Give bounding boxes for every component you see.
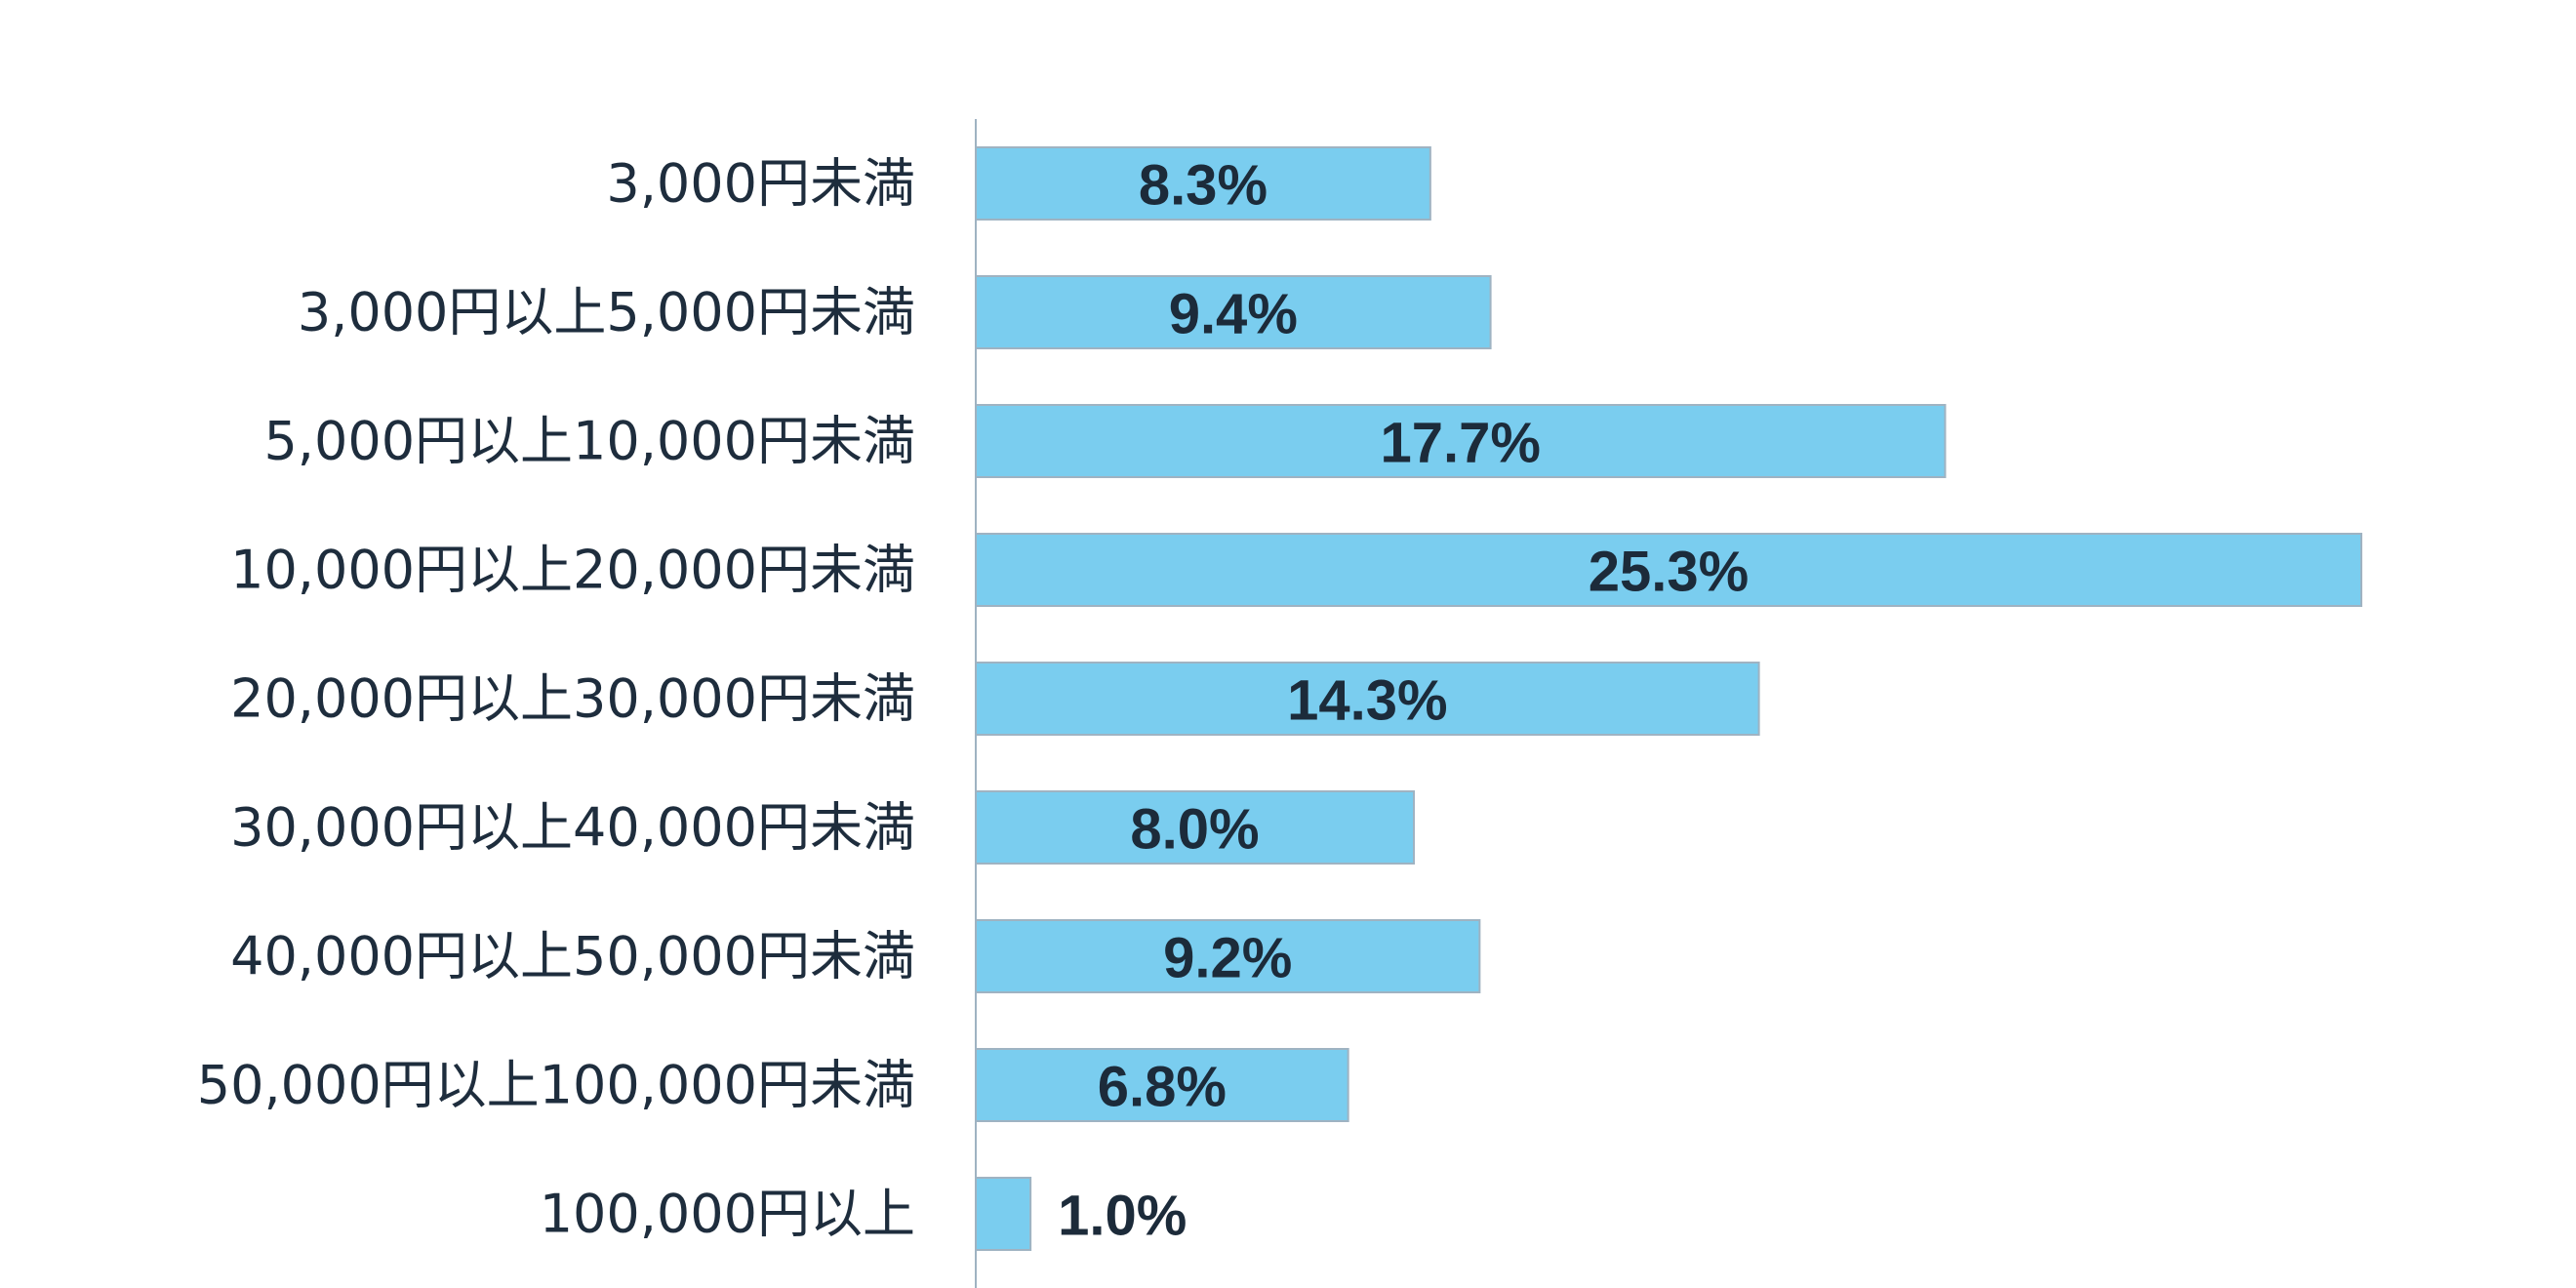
category-label: 3,000円以上5,000円未満	[298, 282, 915, 343]
labels-layer: 3,000円未満 8.3% 3,000円以上5,000円未満 9.4% 5,000円以上…	[197, 153, 1750, 1248]
bars-layer	[975, 146, 2362, 1251]
category-label: 5,000円以上10,000円未満	[263, 411, 915, 472]
category-label: 20,000円以上30,000円未満	[230, 668, 915, 730]
data-label: 8.0%	[1130, 798, 1259, 862]
category-label: 50,000円以上100,000円未満	[197, 1055, 915, 1116]
category-label: 40,000円以上50,000円未満	[230, 926, 915, 987]
category-label: 30,000円以上40,000円未満	[230, 797, 915, 859]
bar	[975, 919, 1481, 993]
data-label: 9.2%	[1163, 927, 1292, 990]
bar	[975, 146, 1431, 221]
bar	[975, 1177, 1032, 1251]
bar	[975, 404, 1947, 478]
data-label: 25.3%	[1589, 541, 1749, 604]
category-label: 100,000円以上	[540, 1184, 915, 1245]
data-label: 6.8%	[1098, 1056, 1227, 1119]
data-label: 17.7%	[1380, 412, 1540, 475]
category-label: 10,000円以上20,000円未満	[230, 540, 915, 601]
bar	[975, 275, 1492, 349]
bar	[975, 662, 1760, 736]
category-label: 3,000円未満	[606, 153, 915, 215]
data-label: 14.3%	[1287, 669, 1447, 733]
bar	[975, 533, 2362, 607]
data-label: 1.0%	[1058, 1185, 1187, 1248]
data-label: 8.3%	[1139, 154, 1268, 218]
data-label: 9.4%	[1169, 283, 1298, 346]
